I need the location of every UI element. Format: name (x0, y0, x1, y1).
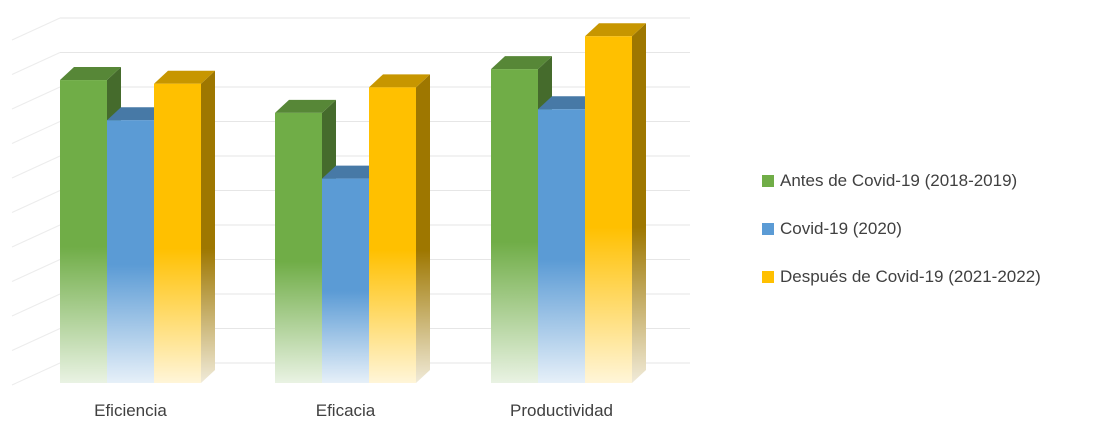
gridline-depth (11, 293, 61, 317)
category-label-productividad: Productividad (510, 401, 613, 420)
bar-top (275, 99, 336, 113)
gridline-depth (11, 259, 61, 282)
category-label-eficiencia: Eficiencia (94, 401, 167, 420)
category-label-eficacia: Eficacia (316, 401, 376, 420)
legend-item-despues: Después de Covid-19 (2021-2022) (762, 264, 1041, 289)
chart-legend: Antes de Covid-19 (2018-2019) Covid-19 (… (762, 168, 1041, 312)
legend-item-antes: Antes de Covid-19 (2018-2019) (762, 168, 1041, 193)
bar-fade (154, 83, 215, 383)
legend-swatch-despues (762, 270, 774, 283)
gridline-depth (11, 121, 61, 144)
gridline-depth (11, 155, 61, 179)
gridline-depth (11, 86, 61, 110)
legend-label-antes: Antes de Covid-19 (2018-2019) (780, 170, 1018, 190)
bar-top (585, 23, 646, 37)
bar-top (491, 56, 552, 70)
legend-label-despues: Después de Covid-19 (2021-2022) (780, 266, 1041, 286)
bar-despues-eficiencia (154, 70, 215, 383)
bar-top (322, 165, 383, 179)
bar-despues-eficacia (369, 74, 430, 383)
category-axis-labels: Eficiencia Eficacia Productividad (94, 401, 613, 420)
gridline-depth (11, 328, 61, 351)
gridline-depth (11, 17, 61, 41)
bar-fade (369, 87, 430, 383)
gridline-depth (11, 224, 61, 248)
gridline-depth (11, 362, 61, 386)
bar-top (538, 96, 599, 110)
legend-swatch-antes (762, 174, 774, 187)
gridline-depth (11, 190, 61, 213)
legend-label-covid: Covid-19 (2020) (780, 218, 902, 238)
legend-item-covid: Covid-19 (2020) (762, 216, 1041, 241)
bar-top (107, 107, 168, 121)
bar-despues-productividad (585, 23, 646, 383)
bar-top (154, 70, 215, 84)
bar-fade (585, 36, 646, 383)
chart-bars (60, 23, 646, 384)
legend-swatch-covid (762, 222, 774, 235)
bar-top (60, 67, 121, 81)
bar-top (369, 74, 430, 88)
gridline-depth (11, 52, 61, 75)
